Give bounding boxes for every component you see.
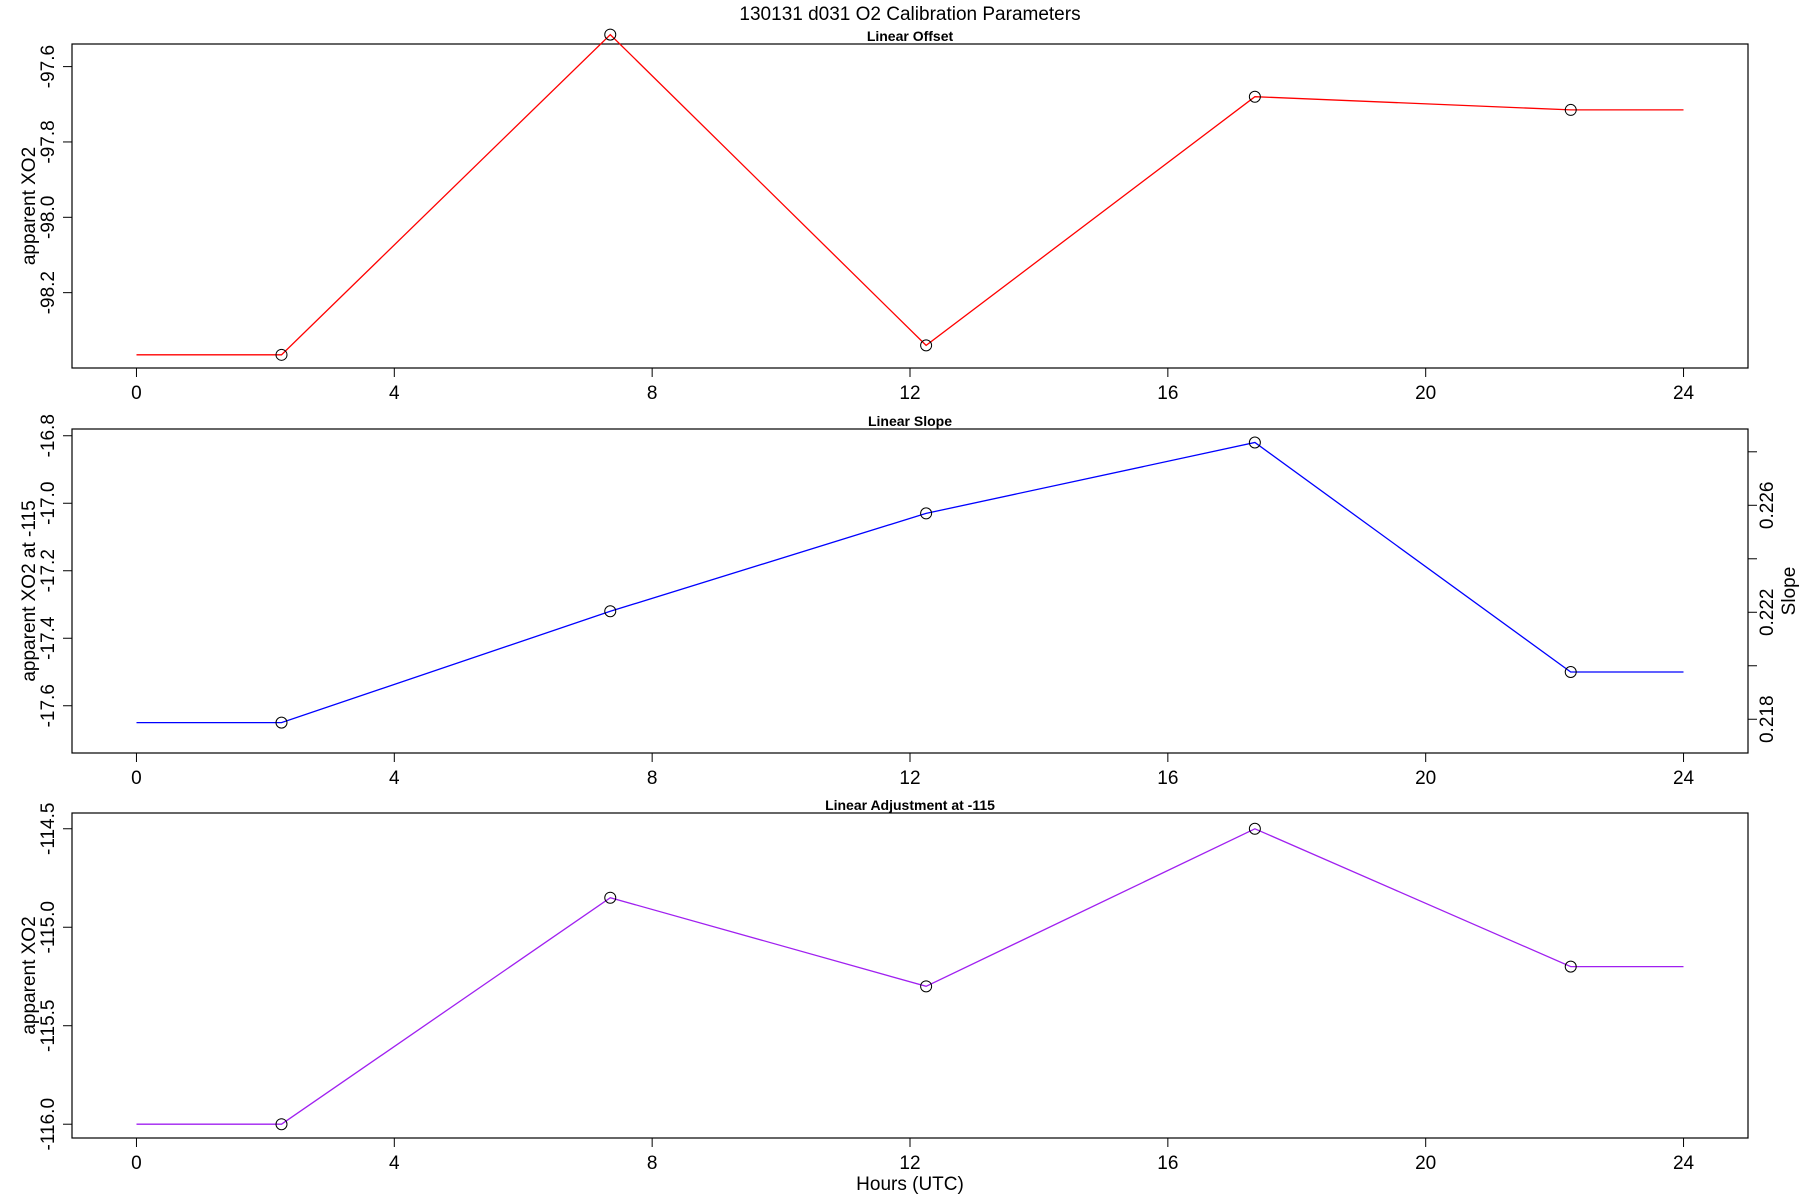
x-tick-label: 24 <box>1673 768 1695 789</box>
y-tick-label: -115.0 <box>38 901 59 953</box>
x-tick-label: 8 <box>647 768 658 789</box>
x-tick-label: 20 <box>1415 383 1436 404</box>
data-point <box>1564 666 1577 678</box>
y-tick-label: -17.0 <box>38 482 59 525</box>
panel-title: Linear Adjustment at -115 <box>825 797 995 813</box>
data-point <box>1564 103 1577 116</box>
y-tick-label: -17.2 <box>38 549 59 592</box>
plot-frame <box>71 428 1749 754</box>
panel-2: Linear Slope 0 4 8 12 16 20 24 -17.6 -17.4 -17.2 -1… <box>19 413 1800 789</box>
x-tick-label: 4 <box>389 383 400 404</box>
y-tick-label: -115.5 <box>38 999 59 1051</box>
data-point <box>275 716 288 729</box>
x-tick-label: 24 <box>1673 383 1695 404</box>
x-tick-label: 12 <box>899 1153 920 1174</box>
panel-title: Linear Offset <box>867 28 954 44</box>
plot-frame <box>71 43 1749 369</box>
x-axis-title: Hours (UTC) <box>856 1174 964 1195</box>
panel-1: Linear Offset 0 4 8 12 16 20 24 -98.2 -98.0 -97.8 -… <box>19 28 1749 404</box>
x-tick-label: 20 <box>1415 768 1436 789</box>
y2-tick-label: 0.222 <box>1757 588 1778 636</box>
y-tick-label: -17.4 <box>38 616 59 660</box>
data-point <box>604 605 617 618</box>
y-tick-label: -114.5 <box>38 803 59 855</box>
y-tick-label: -16.8 <box>38 414 59 457</box>
y-tick-label: -98.0 <box>38 196 59 239</box>
data-point <box>1248 822 1261 835</box>
x-tick-label: 16 <box>1157 768 1178 789</box>
figure-title: 130131 d031 O2 Calibration Parameters <box>739 4 1080 25</box>
y-tick-label: -97.6 <box>38 45 59 88</box>
y-tick-label: -97.8 <box>38 120 59 163</box>
y2-tick-label: 0.226 <box>1757 482 1778 530</box>
data-point <box>275 348 288 361</box>
x-tick-label: 8 <box>647 1153 658 1174</box>
data-point <box>275 1118 288 1131</box>
y2-tick-label: 0.218 <box>1757 695 1778 743</box>
x-tick-label: 4 <box>389 768 400 789</box>
y-axis-title: apparent XO2 <box>19 147 40 265</box>
plot-frame <box>71 812 1749 1139</box>
data-point <box>604 891 617 904</box>
series-line <box>136 441 1684 724</box>
x-tick-label: 0 <box>131 1153 142 1174</box>
data-point <box>920 980 933 993</box>
data-point <box>1248 90 1261 103</box>
x-tick-label: 12 <box>899 383 920 404</box>
panel-3: Linear Adjustment at -115 0 4 8 12 16 20 24 -116… <box>19 797 1749 1174</box>
x-tick-label: 16 <box>1157 383 1178 404</box>
data-point <box>920 339 933 352</box>
x-tick-label: 0 <box>131 768 142 789</box>
x-tick-label: 8 <box>647 383 658 404</box>
y-axis-title: apparent XO2 at -115 <box>19 500 40 681</box>
data-point <box>920 507 933 520</box>
y2-axis-title: Slope <box>1779 567 1800 616</box>
x-tick-label: 20 <box>1415 1153 1436 1174</box>
x-tick-label: 0 <box>131 383 142 404</box>
y-tick-label: -98.2 <box>38 271 59 314</box>
y-tick-label: -116.0 <box>38 1098 59 1150</box>
data-point <box>604 28 617 41</box>
y-axis-title: apparent XO2 <box>19 916 40 1034</box>
series-line <box>136 33 1684 356</box>
series-line <box>136 828 1684 1125</box>
x-tick-label: 12 <box>899 768 920 789</box>
x-tick-label: 24 <box>1673 1153 1695 1174</box>
data-point <box>1564 960 1577 973</box>
x-tick-label: 4 <box>389 1153 400 1174</box>
data-point <box>1248 436 1261 449</box>
panel-title: Linear Slope <box>868 413 952 429</box>
x-tick-label: 16 <box>1157 1153 1178 1174</box>
y-tick-label: -17.6 <box>38 684 59 727</box>
